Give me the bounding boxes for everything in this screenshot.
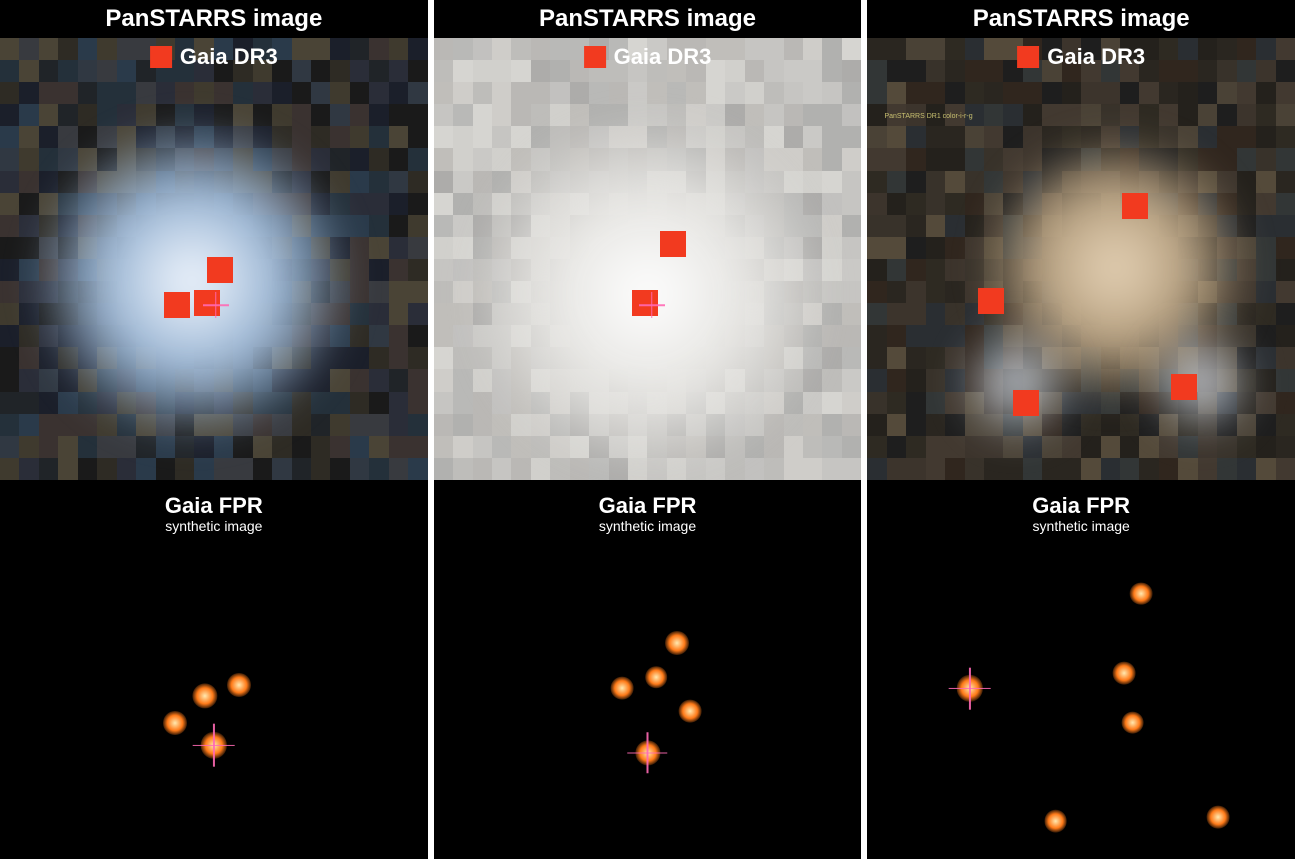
synthetic-title-main: Gaia FPR bbox=[165, 494, 263, 518]
synthetic-title-sub: synthetic image bbox=[1032, 518, 1130, 535]
synthetic-source-point bbox=[201, 732, 227, 758]
synthetic-source-point bbox=[1130, 582, 1153, 605]
gaia-fpr-image-1: Gaia FPR synthetic image bbox=[0, 480, 428, 859]
panstarrs-image-3: PanSTARRS DR1 color-i-r-g bbox=[867, 38, 1295, 480]
synthetic-title: Gaia FPR synthetic image bbox=[1032, 494, 1130, 535]
gaia-dr3-marker bbox=[164, 292, 190, 318]
synthetic-source-point bbox=[635, 740, 660, 765]
legend-label: Gaia DR3 bbox=[180, 44, 278, 70]
panel-title: PanSTARRS image bbox=[867, 0, 1295, 38]
panel-1: PanSTARRS image Gaia DR3 Gaia FPR synthe… bbox=[0, 0, 428, 859]
panstarrs-image-1 bbox=[0, 38, 428, 480]
synthetic-source-point bbox=[610, 677, 633, 700]
noise-bg bbox=[434, 38, 862, 480]
synthetic-title: Gaia FPR synthetic image bbox=[165, 494, 263, 535]
gaia-dr3-marker bbox=[207, 257, 233, 283]
synthetic-title-main: Gaia FPR bbox=[1032, 494, 1130, 518]
synthetic-source-point bbox=[1044, 810, 1067, 833]
legend-label: Gaia DR3 bbox=[1047, 44, 1145, 70]
panel-title: PanSTARRS image bbox=[434, 0, 862, 38]
legend-swatch bbox=[150, 46, 172, 68]
synthetic-source-point bbox=[665, 631, 689, 655]
crosshair-icon bbox=[193, 724, 235, 766]
synthetic-source-point bbox=[645, 666, 667, 688]
figure-row: PanSTARRS image Gaia DR3 Gaia FPR synthe… bbox=[0, 0, 1295, 859]
image-credit-label: PanSTARRS DR1 color-i-r-g bbox=[884, 113, 972, 120]
synthetic-source-point bbox=[1121, 711, 1144, 734]
legend: Gaia DR3 bbox=[1017, 44, 1145, 70]
crosshair-icon bbox=[203, 292, 229, 318]
panel-3: PanSTARRS image Gaia DR3 PanSTARRS DR1 c… bbox=[867, 0, 1295, 859]
legend: Gaia DR3 bbox=[150, 44, 278, 70]
panel-title: PanSTARRS image bbox=[0, 0, 428, 38]
crosshair-icon bbox=[627, 733, 667, 773]
synthetic-title: Gaia FPR synthetic image bbox=[599, 494, 697, 535]
synthetic-title-main: Gaia FPR bbox=[599, 494, 697, 518]
gaia-fpr-image-3: Gaia FPR synthetic image bbox=[867, 480, 1295, 859]
synthetic-source-point bbox=[957, 675, 983, 701]
crosshair-icon bbox=[949, 667, 991, 709]
noise-bg bbox=[867, 38, 1295, 480]
synthetic-source-point bbox=[1113, 662, 1136, 685]
gaia-dr3-marker bbox=[1122, 193, 1148, 219]
gaia-dr3-marker bbox=[1013, 390, 1039, 416]
legend: Gaia DR3 bbox=[584, 44, 712, 70]
synthetic-source-point bbox=[679, 700, 702, 723]
synthetic-source-point bbox=[193, 683, 218, 708]
synthetic-source-point bbox=[1207, 806, 1230, 829]
gaia-fpr-image-2: Gaia FPR synthetic image bbox=[434, 480, 862, 859]
gaia-dr3-marker bbox=[978, 288, 1004, 314]
panel-2: PanSTARRS image Gaia DR3 Gaia FPR synthe… bbox=[434, 0, 862, 859]
synthetic-source-point bbox=[227, 673, 251, 697]
legend-swatch bbox=[584, 46, 606, 68]
legend-swatch bbox=[1017, 46, 1039, 68]
synthetic-title-sub: synthetic image bbox=[165, 518, 263, 535]
crosshair-icon bbox=[639, 292, 665, 318]
panstarrs-image-2 bbox=[434, 38, 862, 480]
gaia-dr3-marker bbox=[660, 231, 686, 257]
synthetic-source-point bbox=[163, 711, 187, 735]
gaia-dr3-marker bbox=[1171, 374, 1197, 400]
synthetic-title-sub: synthetic image bbox=[599, 518, 697, 535]
legend-label: Gaia DR3 bbox=[614, 44, 712, 70]
